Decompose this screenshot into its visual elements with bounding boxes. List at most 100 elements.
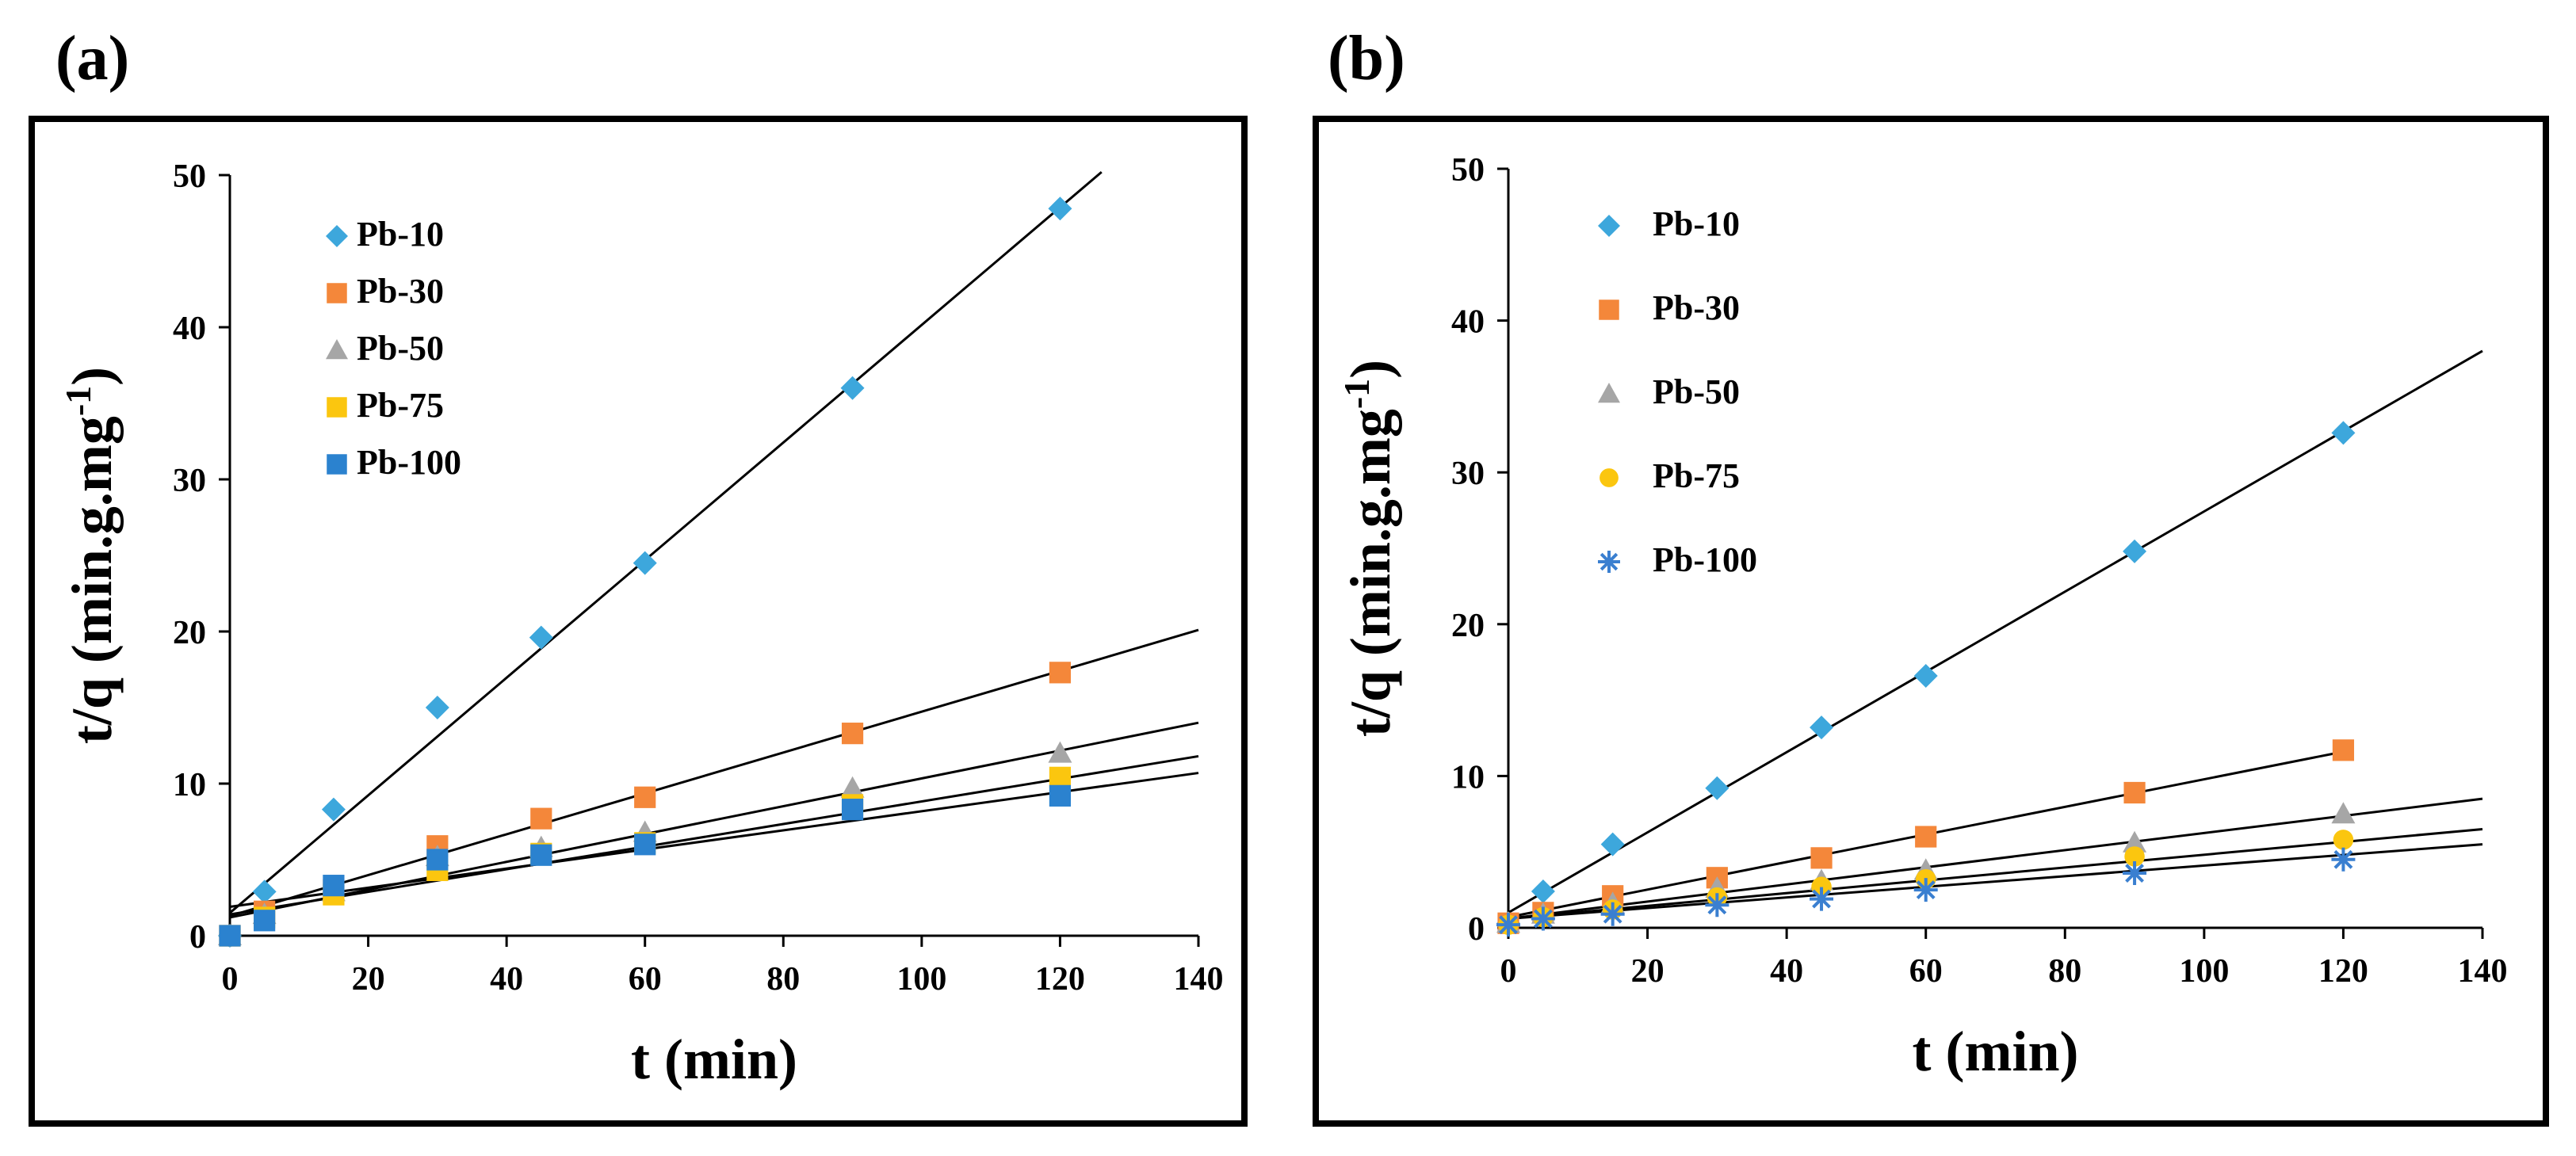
- y-axis-title-close: ): [60, 367, 124, 386]
- y-axis-title-superscript: -1: [1336, 379, 1377, 409]
- data-point: [2123, 861, 2147, 886]
- x-tick-label: 60: [629, 961, 662, 998]
- x-axis-title: t (min): [1913, 1020, 2079, 1083]
- data-point: [254, 910, 276, 932]
- y-tick-label: 30: [173, 463, 206, 499]
- trendline-pb-30: [229, 628, 1199, 918]
- data-point: [252, 879, 277, 904]
- x-tick-label: 0: [1500, 953, 1517, 990]
- legend-label: Pb-75: [357, 386, 444, 425]
- data-point: [1531, 906, 1555, 931]
- data-point: [841, 723, 864, 745]
- data-point: [1913, 878, 1938, 902]
- series-pb-10: [1496, 421, 2356, 936]
- legend-label: Pb-50: [1653, 372, 1740, 411]
- data-point: [1048, 741, 1072, 763]
- trendline-pb-50: [1508, 797, 2483, 920]
- trendline-pb-100: [229, 772, 1199, 909]
- data-point: [1913, 663, 1938, 688]
- y-axis-title-main: t/q (min.g.mg: [60, 416, 124, 744]
- x-tick-label: 40: [490, 961, 523, 998]
- data-point: [2124, 846, 2145, 867]
- data-point: [2331, 847, 2356, 872]
- x-tick-label: 80: [2048, 953, 2081, 990]
- y-tick-label: 20: [1451, 608, 1485, 644]
- data-point: [1600, 832, 1625, 857]
- data-point: [633, 551, 657, 575]
- chart-panel-a: (a) 0 20 40 60 80 100 120 140 0 10 20 30 40 50 t (min) t…: [29, 24, 1248, 1127]
- data-point: [1496, 913, 1520, 937]
- y-tick-label: 10: [173, 767, 206, 803]
- y-tick-label: 40: [1451, 304, 1485, 341]
- legend-label: Pb-30: [1653, 288, 1740, 327]
- y-tick-label: 30: [1451, 456, 1485, 492]
- data-point: [1705, 893, 1729, 918]
- legend-marker: [326, 225, 348, 247]
- data-point: [634, 834, 656, 856]
- y-axis-title: t/q (min.g.mg-1): [1336, 360, 1402, 737]
- legend-label: Pb-10: [357, 215, 444, 254]
- y-tick-label: 10: [1451, 759, 1485, 795]
- legend-marker: [326, 339, 348, 360]
- data-point: [2123, 830, 2147, 853]
- legend-label: Pb-30: [357, 272, 444, 311]
- data-point: [1049, 784, 1072, 807]
- legend: Pb-10 Pb-30 Pb-50 Pb-75 Pb-100: [326, 215, 461, 482]
- y-axis-title-close: ): [1339, 360, 1402, 379]
- data-point: [219, 925, 241, 947]
- data-point: [1915, 826, 1937, 848]
- x-tick-label: 20: [352, 961, 385, 998]
- trendline-pb-10: [1508, 349, 2483, 914]
- data-point: [2333, 830, 2354, 850]
- y-axis-title: t/q (min.g.mg-1): [58, 367, 124, 744]
- data-point: [1810, 847, 1833, 869]
- x-axis-title: t (min): [631, 1028, 797, 1091]
- trendline-pb-100: [1508, 843, 2483, 920]
- trendline-pb-75: [229, 754, 1199, 916]
- legend-marker: [1598, 551, 1620, 573]
- data-point: [2123, 781, 2146, 804]
- y-axis-title-superscript: -1: [58, 386, 98, 416]
- data-point: [530, 807, 552, 830]
- data-point: [2332, 739, 2355, 761]
- legend-label: Pb-10: [1653, 204, 1740, 243]
- series-pb-100: [219, 784, 1072, 947]
- legend-label: Pb-50: [357, 329, 444, 368]
- data-point: [2331, 421, 2356, 445]
- data-point: [840, 376, 865, 400]
- legend-label: Pb-100: [1653, 540, 1757, 579]
- data-point: [2331, 802, 2356, 824]
- legend-marker: [1598, 383, 1620, 403]
- data-point: [1049, 766, 1072, 788]
- data-point: [1600, 902, 1625, 926]
- y-tick-label: 0: [1468, 911, 1485, 948]
- y-tick-label: 40: [173, 311, 206, 347]
- trendline-pb-75: [1508, 827, 2483, 920]
- chart-panel-b: (b) 0 20 40 60 80 100 120 140 0 10 20 30 40 50 t (min) t…: [1313, 24, 2549, 1127]
- y-tick-label: 20: [173, 615, 206, 651]
- panel-label: (b): [1328, 24, 1405, 93]
- legend-marker: [327, 283, 347, 303]
- trendline-pb-10: [229, 171, 1103, 914]
- legend-marker: [1599, 468, 1619, 487]
- legend-marker: [327, 397, 347, 418]
- y-tick-label: 50: [173, 158, 206, 195]
- legend-label: Pb-75: [1653, 456, 1740, 495]
- data-point: [1705, 776, 1729, 800]
- data-point: [1048, 196, 1072, 221]
- x-tick-label: 100: [896, 961, 946, 998]
- legend-marker: [327, 454, 347, 475]
- x-tick-label: 140: [2458, 953, 2508, 990]
- y-tick-label: 50: [1451, 152, 1485, 189]
- x-tick-label: 40: [1770, 953, 1803, 990]
- data-point: [634, 786, 656, 808]
- data-point: [1810, 887, 1834, 911]
- data-point: [323, 875, 345, 897]
- data-point: [2123, 539, 2147, 563]
- x-tick-label: 140: [1174, 961, 1224, 998]
- y-axis-title-main: t/q (min.g.mg: [1339, 409, 1402, 737]
- legend-label: Pb-100: [357, 443, 461, 482]
- panel-frame: [1313, 116, 2549, 1127]
- series-pb-100: [1496, 847, 2356, 937]
